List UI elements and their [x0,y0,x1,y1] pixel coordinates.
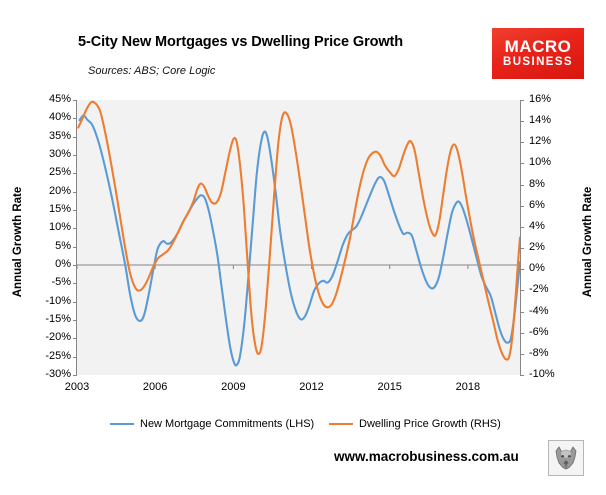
tick-mark [73,301,77,303]
y-tick-right-7: 4% [529,219,545,232]
tick-mark [73,228,77,230]
y-tick-left-5: -5% [51,276,71,289]
y-tick-right-8: 6% [529,198,545,211]
y-tick-left-12: 30% [48,148,71,160]
y-tick-left-1: -25% [45,349,71,362]
legend-label-1: New Mortgage Commitments (LHS) [140,418,315,430]
y-tick-right-4: -2% [529,283,549,296]
y-tick-left-9: 15% [48,203,71,215]
y-tick-left-11: 25% [48,166,71,179]
tick-mark [73,100,77,101]
y-tick-right-13: 16% [529,93,552,105]
logo-business-text: BUSINESS [503,56,573,69]
chart-sources-note: Sources: ABS; Core Logic [88,65,216,77]
y-tick-right-6: 2% [529,241,545,254]
legend-swatch-1 [110,422,134,426]
tick-mark [520,205,524,207]
y-tick-right-9: 8% [529,177,545,190]
tick-mark [73,155,77,156]
logo-macro-text: MACRO [504,37,572,57]
tick-mark [520,100,521,376]
series-line-1 [78,114,520,367]
tick-mark [73,136,77,138]
y-tick-left-14: 40% [48,111,71,124]
y-tick-right-10: 10% [529,156,552,169]
tick-mark [520,163,524,165]
tick-mark [520,100,524,101]
legend-item-2[interactable]: Dwelling Price Growth (RHS) [329,418,501,430]
wolf-head-glyph [555,446,577,470]
tick-mark [73,265,77,266]
tick-mark [520,332,524,334]
y-tick-left-4: -10% [45,294,71,307]
x-tick-1: 2006 [142,381,168,393]
chart-title: 5-City New Mortgages vs Dwelling Price G… [78,34,404,50]
y-tick-right-11: 12% [529,135,552,148]
x-tick-3: 2012 [299,381,324,393]
tick-mark [520,290,524,292]
y-tick-right-5: 0% [529,262,545,275]
tick-mark [73,356,77,358]
y-tick-right-1: -8% [529,346,549,359]
tick-mark [73,246,77,248]
tick-mark [73,320,77,321]
x-tick-5: 2018 [455,381,481,393]
tick-mark [73,375,77,376]
y-tick-left-7: 5% [55,239,71,252]
website-url: www.macrobusiness.com.au [334,449,519,464]
y-tick-left-13: 35% [48,129,71,142]
series-line-2 [77,100,520,361]
y-tick-left-10: 20% [48,184,71,197]
y-tick-left-0: -30% [45,368,71,380]
y-axis-title-left: Annual Growth Rate [12,186,24,298]
y-tick-left-2: -20% [45,331,71,344]
tick-mark [520,311,524,313]
chart-legend: New Mortgage Commitments (LHS) Dwelling P… [77,414,520,436]
legend-label-2: Dwelling Price Growth (RHS) [359,418,501,430]
wolf-head-icon [548,440,584,476]
tick-mark [520,375,524,376]
x-tick-4: 2015 [377,381,402,393]
legend-item-1[interactable]: New Mortgage Commitments (LHS) [110,418,314,430]
tick-mark [520,248,524,250]
y-tick-right-0: -10% [529,368,555,380]
tick-mark [520,142,524,144]
tick-mark [73,191,77,193]
x-tick-0: 2003 [64,381,90,393]
tick-mark [73,118,77,120]
y-tick-right-2: -6% [529,325,549,338]
y-tick-right-12: 14% [529,114,552,127]
y-tick-left-15: 45% [48,93,71,105]
tick-mark [520,226,524,228]
macrobusiness-logo: MACRO BUSINESS [492,28,584,79]
legend-swatch-2 [329,422,353,426]
tick-mark [73,173,77,175]
tick-mark [520,269,524,271]
tick-mark [73,210,77,211]
tick-mark [76,100,77,376]
y-tick-left-8: 10% [48,221,71,234]
tick-mark [73,283,77,285]
tick-mark [520,121,524,123]
tick-mark [73,338,77,340]
plot-area [77,100,520,375]
y-tick-left-3: -15% [45,313,71,325]
tick-mark [520,353,524,355]
y-tick-left-6: 0% [55,258,71,270]
y-tick-right-3: -4% [529,304,549,317]
plot-svg [77,100,520,367]
x-tick-2: 2009 [221,381,246,393]
y-axis-title-right: Annual Growth Rate [582,186,594,298]
tick-mark [520,184,524,186]
